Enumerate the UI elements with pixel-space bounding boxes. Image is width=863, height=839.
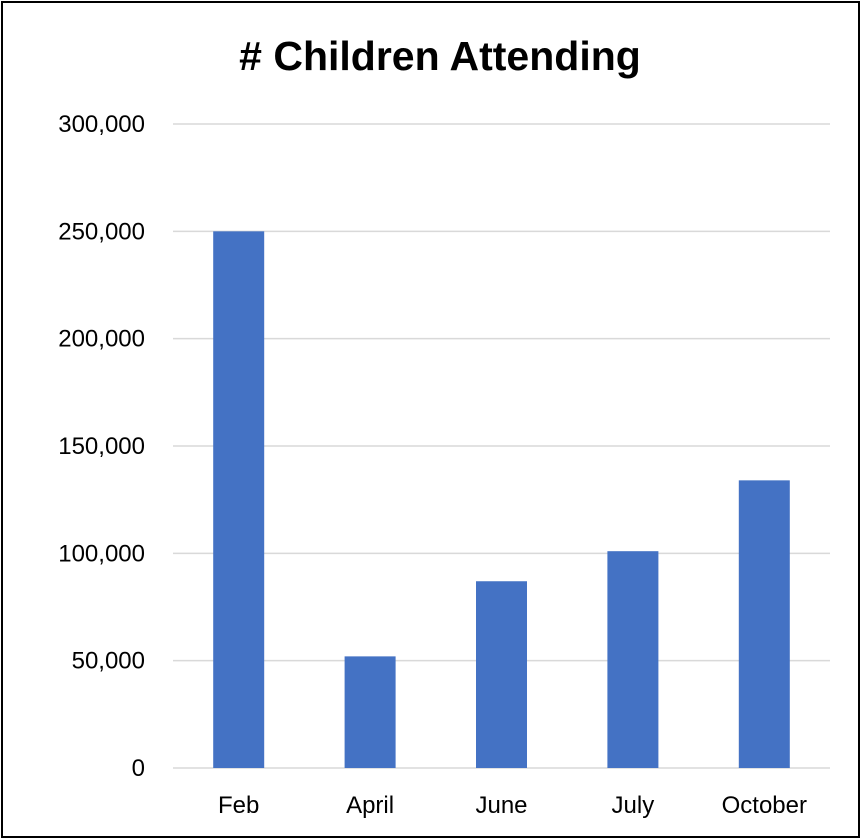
- bar-july: [607, 551, 659, 768]
- bar-june: [476, 581, 527, 768]
- bars: [213, 231, 790, 769]
- bar-april: [344, 656, 396, 768]
- x-tick-label: Feb: [218, 792, 259, 819]
- bar-october: [738, 480, 790, 768]
- chart-title: # Children Attending: [239, 33, 641, 79]
- y-tick-label: 0: [132, 755, 145, 782]
- bar-feb: [213, 231, 265, 769]
- x-axis-tick-labels: Feb April June July October: [218, 792, 807, 819]
- y-axis-tick-labels: 0 50,000 100,000 150,000 200,000 250,000 300,0…: [58, 111, 145, 782]
- y-tick-label: 50,000: [72, 648, 145, 675]
- y-tick-label: 300,000: [58, 111, 145, 138]
- x-tick-label: July: [612, 792, 655, 819]
- y-tick-label: 250,000: [58, 218, 145, 245]
- x-tick-label: October: [722, 792, 807, 819]
- x-tick-label: June: [475, 792, 527, 819]
- y-tick-label: 100,000: [58, 540, 145, 567]
- gridlines: [173, 123, 830, 769]
- y-tick-label: 200,000: [58, 326, 145, 353]
- x-tick-label: April: [346, 792, 394, 819]
- y-tick-label: 150,000: [58, 433, 145, 460]
